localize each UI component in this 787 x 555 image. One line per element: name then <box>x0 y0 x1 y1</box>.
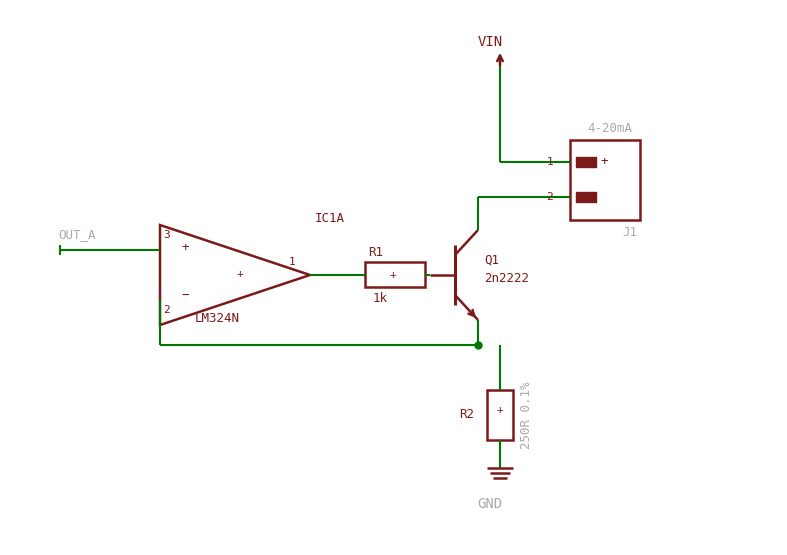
Text: 3: 3 <box>163 230 170 240</box>
Text: 1: 1 <box>546 157 553 167</box>
Text: R1: R1 <box>368 245 383 259</box>
Bar <box>487 390 513 440</box>
Text: OUT_A: OUT_A <box>58 229 95 241</box>
Text: LM324N: LM324N <box>195 311 240 325</box>
Text: 1: 1 <box>288 257 295 267</box>
Text: +: + <box>181 241 189 255</box>
Text: 2n2222: 2n2222 <box>484 271 529 285</box>
Text: IC1A: IC1A <box>315 211 345 225</box>
Text: +: + <box>237 269 243 279</box>
Text: −: − <box>181 289 189 301</box>
Text: R2: R2 <box>459 408 474 421</box>
Text: 1k: 1k <box>373 291 388 305</box>
Text: VIN: VIN <box>478 35 503 49</box>
Text: +: + <box>390 270 397 280</box>
Text: +: + <box>600 155 608 169</box>
Bar <box>365 262 425 287</box>
Text: GND: GND <box>478 497 503 511</box>
Bar <box>576 192 596 202</box>
Bar <box>576 157 596 167</box>
Text: 250R 0.1%: 250R 0.1% <box>520 381 533 449</box>
Bar <box>570 140 640 220</box>
Text: +: + <box>497 405 504 415</box>
Text: 2: 2 <box>546 192 553 202</box>
Text: J1: J1 <box>622 226 637 239</box>
Text: 4-20mA: 4-20mA <box>587 122 632 134</box>
Text: Q1: Q1 <box>484 254 499 266</box>
Text: 2: 2 <box>163 305 170 315</box>
